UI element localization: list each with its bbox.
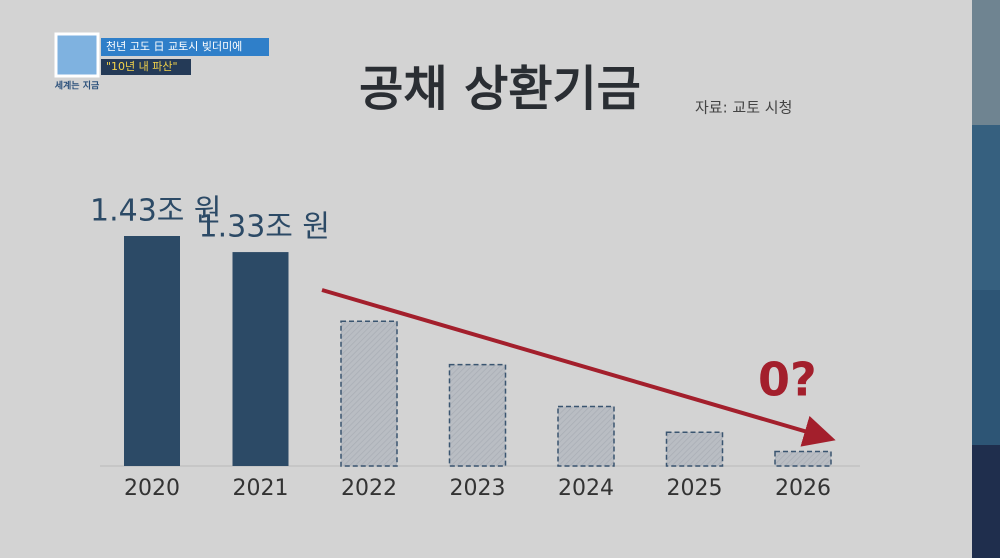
x-tick-label: 2024: [558, 476, 614, 501]
side-strip: [972, 290, 1000, 445]
bar: [340, 320, 398, 467]
trend-arrow: [321, 288, 836, 447]
source: 자료: 교토 시청: [695, 99, 792, 117]
caption-box: [101, 59, 191, 75]
annotation: 0?: [758, 353, 817, 407]
x-tick-label: 2020: [124, 476, 180, 501]
chart-title: 공채 상환기금: [359, 61, 641, 117]
side-strip: [972, 125, 1000, 290]
x-tick-label: 2023: [450, 476, 506, 501]
bar: [557, 405, 615, 467]
value-label: 1.43조 원: [90, 194, 222, 229]
bar: [665, 431, 724, 467]
bar: [774, 450, 832, 467]
logo: [54, 32, 100, 78]
bar: [448, 363, 507, 467]
value-label: 1.33조 원: [199, 210, 331, 245]
side-strip: [972, 0, 1000, 125]
x-tick-label: 2021: [233, 476, 289, 501]
x-tick-label: 2026: [775, 476, 831, 501]
x-tick-label: 2025: [667, 476, 723, 501]
program-name: 세계는 지금: [55, 80, 100, 92]
caption: "10년 내 파산": [106, 60, 178, 73]
side-strip: [972, 445, 1000, 558]
caption-box: [101, 38, 269, 56]
bar: [124, 236, 180, 466]
x-tick-label: 2022: [341, 476, 397, 501]
bar: [232, 252, 289, 466]
caption: 천년 고도 日 교토시 빚더미에: [106, 39, 242, 53]
